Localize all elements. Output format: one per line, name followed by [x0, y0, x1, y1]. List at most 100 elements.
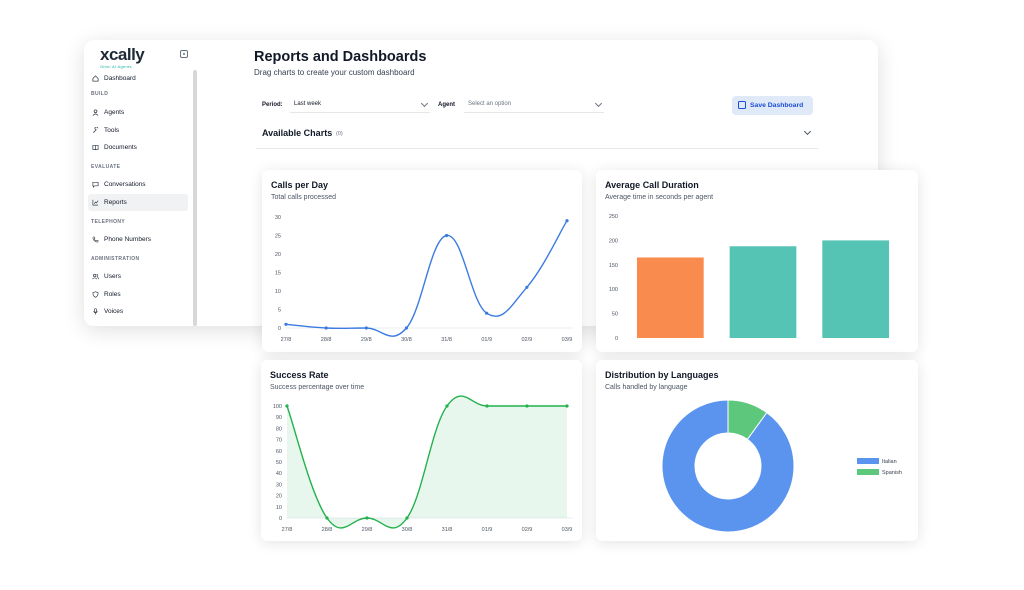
save-icon — [738, 101, 746, 109]
sidebar-item-label: Roles — [104, 291, 121, 298]
sidebar-item-voices[interactable]: Voices — [88, 303, 188, 320]
series-line — [285, 220, 568, 337]
y-tick-label: 70 — [276, 438, 282, 444]
page-subtitle: Drag charts to create your custom dashbo… — [254, 68, 415, 77]
sidebar-item-label: Conversations — [104, 181, 146, 188]
card-subtitle: Success percentage over time — [270, 384, 365, 391]
calls-per-day-card[interactable]: Calls per Day Total calls processed 0 5 10… — [262, 170, 582, 352]
sidebar-item-users[interactable]: Users — [88, 268, 188, 285]
available-charts-count: (0) — [336, 131, 343, 137]
y-tick-label: 10 — [276, 505, 282, 511]
sidebar-item-dashboard[interactable]: Dashboard — [88, 70, 188, 87]
period-label: Period: — [262, 102, 283, 108]
x-tick-label: 27/8 — [281, 337, 292, 343]
x-tick-label: 28/8 — [321, 337, 332, 343]
calls-per-day-chart: 0 5 10 15 20 25 30 27/8 28/8 29/8 30/8 31/8 01/9 02/9… — [275, 215, 573, 343]
y-tick-label: 0 — [279, 516, 282, 522]
y-tick-label: 50 — [612, 312, 618, 318]
sidebar-item-documents[interactable]: Documents — [88, 139, 188, 156]
y-tick-label: 0 — [615, 336, 618, 342]
success-rate-card[interactable]: Success Rate Success percentage over tim… — [261, 360, 582, 541]
home-icon — [92, 74, 99, 82]
y-tick-label: 100 — [273, 404, 282, 410]
y-tick-label: 30 — [275, 215, 281, 221]
agent-placeholder: Select an option — [468, 101, 512, 107]
chevron-down-icon[interactable] — [803, 127, 812, 136]
x-tick-label: 02/9 — [521, 337, 532, 343]
sidebar-item-conversations[interactable]: Conversations — [88, 176, 188, 193]
y-tick-label: 50 — [276, 460, 282, 466]
data-point — [324, 326, 328, 330]
legend-swatch — [857, 469, 879, 475]
data-point — [284, 322, 288, 326]
bar — [729, 246, 797, 338]
mic-icon — [93, 307, 98, 314]
x-tick-label: 03/9 — [562, 337, 573, 343]
sidebar-item-label: Tools — [104, 127, 120, 134]
x-tick-label: 01/9 — [481, 337, 492, 343]
x-tick-label: 27/8 — [282, 527, 293, 533]
data-point — [445, 404, 449, 408]
wrench-icon — [93, 126, 99, 133]
y-tick-label: 100 — [609, 287, 618, 293]
y-tick-label: 80 — [276, 426, 282, 432]
x-tick-label: 30/8 — [402, 527, 413, 533]
page-title: Reports and Dashboards — [254, 49, 427, 65]
data-point — [404, 326, 409, 330]
sidebar-item-label: Agents — [104, 109, 125, 116]
logo-tagline: Omni AI Agents — [100, 64, 132, 69]
logo: xcally — [100, 45, 145, 64]
average-call-duration-card[interactable]: Average Call Duration Average time in se… — [596, 170, 918, 352]
section-build: BUILD — [91, 91, 109, 97]
y-tick-label: 60 — [276, 449, 282, 455]
sidebar-item-label: Documents — [104, 144, 137, 151]
sidebar-item-label: Reports — [104, 199, 127, 206]
sidebar-item-reports[interactable]: Reports — [88, 194, 188, 211]
legend-label: Italian — [882, 459, 897, 465]
settings-icon[interactable] — [180, 50, 188, 58]
chevron-down-icon — [420, 99, 429, 108]
data-point — [485, 311, 489, 315]
success-rate-chart: 0 10 20 30 40 50 60 70 80 90 100 27/8 28/8 29/8 30/8 31… — [273, 395, 573, 533]
card-title: Calls per Day — [271, 180, 329, 190]
series-area — [287, 396, 567, 528]
bar — [636, 257, 704, 338]
shield-icon — [92, 290, 99, 298]
book-icon — [92, 144, 99, 150]
phone-icon — [92, 236, 99, 242]
data-point — [565, 219, 569, 223]
data-point — [325, 516, 329, 520]
legend-swatch — [857, 458, 879, 464]
y-tick-label: 150 — [609, 263, 618, 269]
y-tick-label: 250 — [609, 214, 618, 220]
x-tick-label: 31/8 — [442, 527, 453, 533]
sidebar-item-roles[interactable]: Roles — [88, 286, 188, 303]
card-subtitle: Average time in seconds per agent — [605, 194, 714, 201]
y-tick-label: 90 — [276, 415, 282, 421]
user-icon — [92, 108, 99, 116]
sidebar-scrollbar[interactable] — [193, 70, 197, 326]
agent-select[interactable]: Select an option — [464, 96, 604, 113]
y-tick-label: 0 — [278, 326, 281, 332]
save-dashboard-button[interactable]: Save Dashboard — [732, 96, 813, 115]
data-point — [364, 326, 368, 330]
x-tick-label: 31/8 — [441, 337, 452, 343]
card-title: Average Call Duration — [605, 180, 699, 190]
users-icon — [92, 273, 99, 279]
sidebar-item-phone-numbers[interactable]: Phone Numbers — [88, 231, 188, 248]
sidebar-item-agents[interactable]: Agents — [88, 104, 188, 121]
save-dashboard-label: Save Dashboard — [750, 102, 804, 109]
x-tick-label: 30/8 — [401, 337, 412, 343]
data-point — [405, 516, 409, 520]
x-tick-label: 29/8 — [361, 337, 372, 343]
x-tick-label: 28/8 — [322, 527, 333, 533]
period-select[interactable]: Last week — [290, 96, 430, 113]
distribution-by-languages-card[interactable]: Distribution by Languages Calls handled … — [596, 360, 918, 541]
chart-icon — [92, 199, 99, 205]
y-tick-label: 200 — [609, 238, 618, 244]
card-title: Success Rate — [270, 370, 329, 380]
divider — [256, 148, 818, 149]
available-charts-title: Available Charts — [262, 128, 333, 138]
sidebar-item-tools[interactable]: Tools — [88, 122, 188, 139]
